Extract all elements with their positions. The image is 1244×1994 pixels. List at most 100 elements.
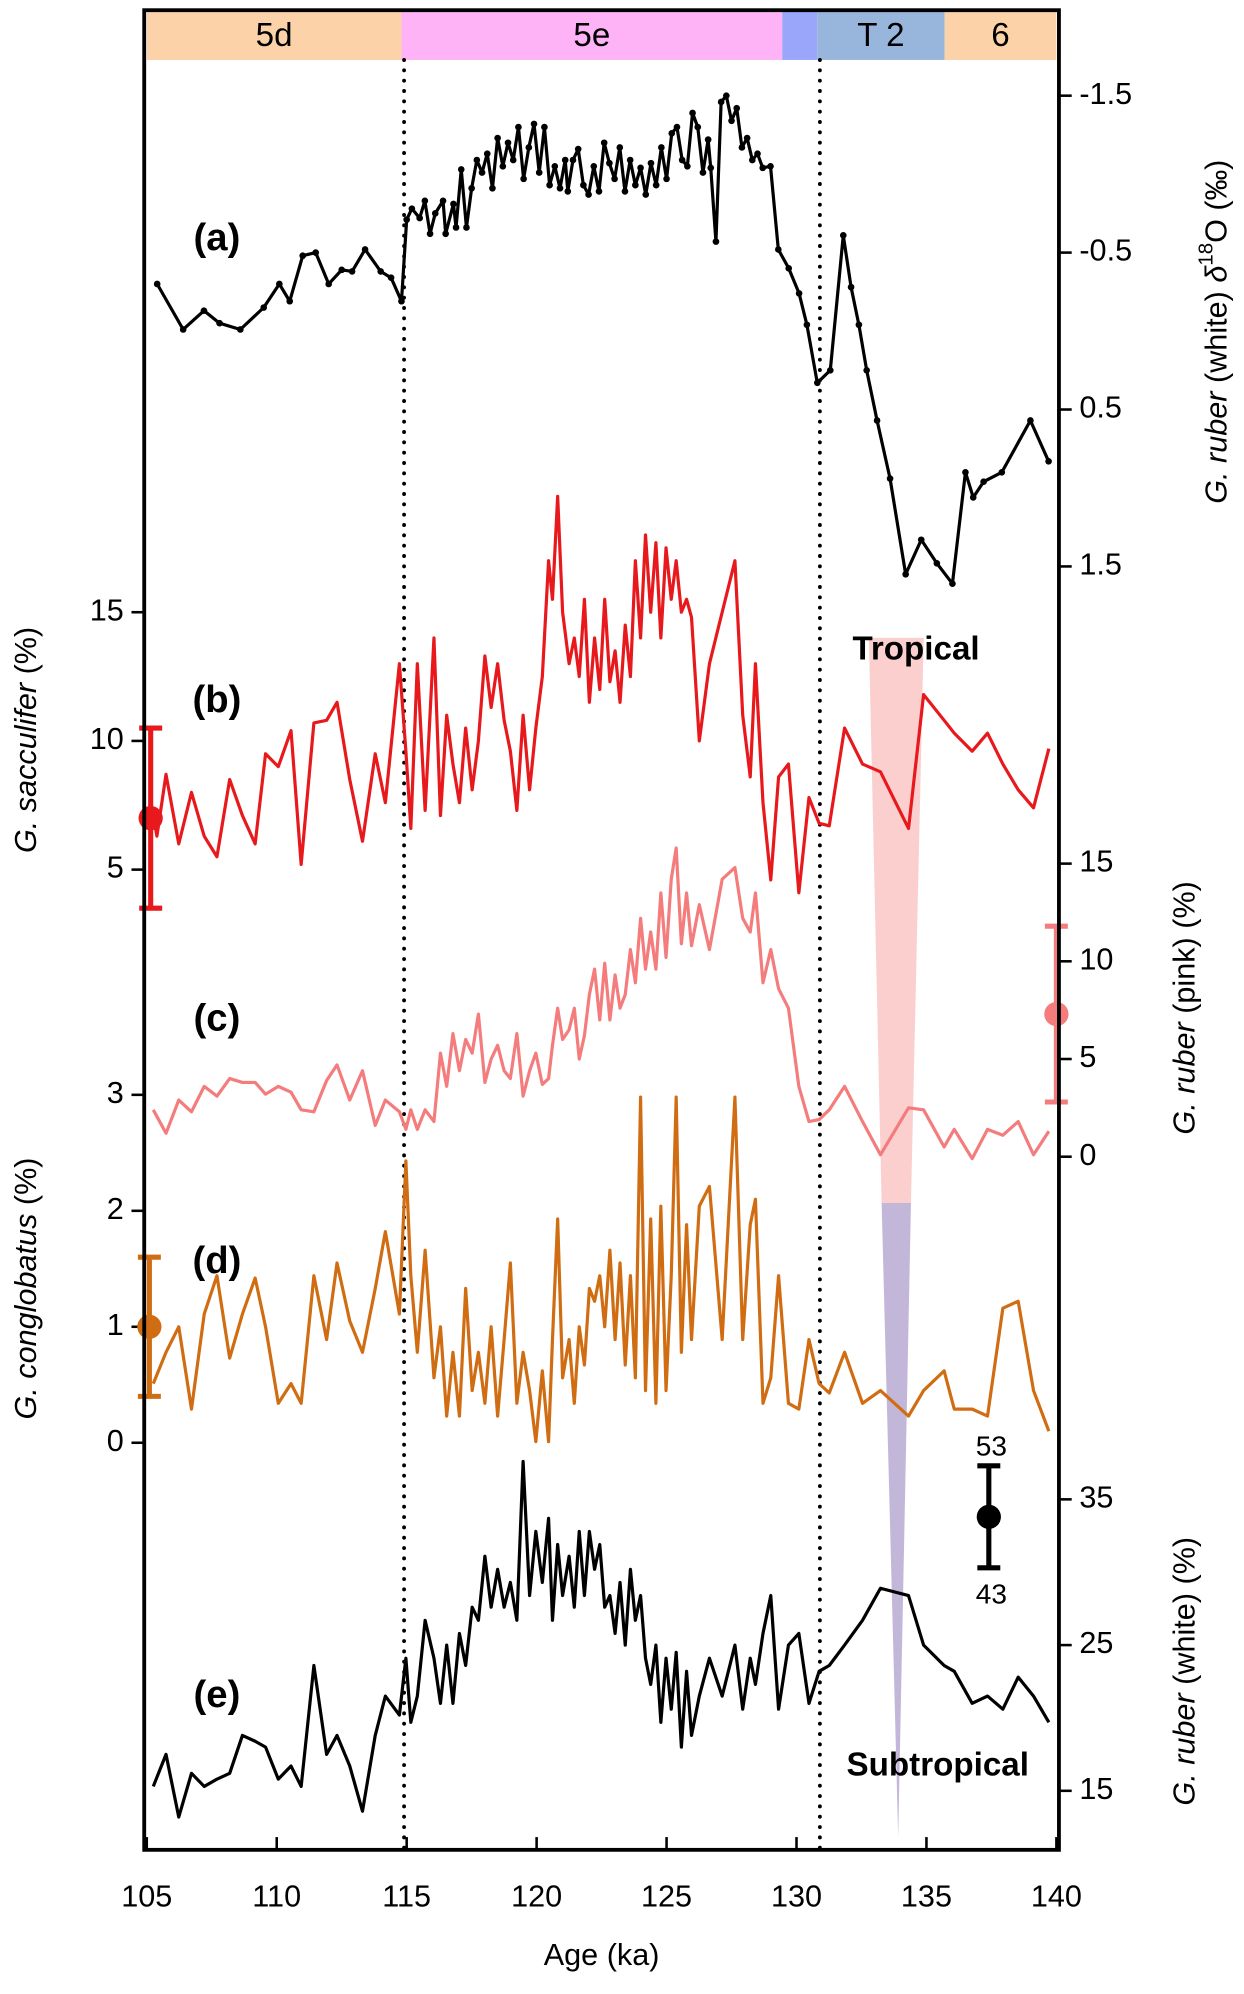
panel-label: (a) bbox=[194, 216, 241, 259]
data-point bbox=[325, 280, 333, 288]
data-point bbox=[431, 210, 439, 217]
data-point bbox=[574, 145, 582, 153]
data-point bbox=[478, 169, 486, 176]
y-axis-label-part: G. sacculifer bbox=[9, 681, 43, 853]
data-point bbox=[535, 169, 543, 176]
data-point bbox=[569, 156, 577, 164]
data-point bbox=[684, 162, 691, 170]
y-tick-label: -0.5 bbox=[1079, 234, 1132, 268]
x-tick-label: 125 bbox=[641, 1879, 692, 1913]
data-point bbox=[403, 216, 410, 223]
data-point bbox=[826, 366, 834, 374]
data-point bbox=[450, 200, 457, 208]
data-point bbox=[387, 274, 395, 282]
data-point bbox=[421, 197, 429, 205]
data-point bbox=[728, 117, 735, 125]
data-point bbox=[312, 249, 320, 256]
stage-band bbox=[817, 10, 945, 60]
data-point bbox=[276, 280, 283, 288]
y-axis-label-part: 18 bbox=[1196, 243, 1218, 266]
data-point bbox=[694, 123, 702, 131]
data-point bbox=[442, 230, 449, 238]
data-point bbox=[962, 468, 969, 476]
data-point bbox=[463, 224, 470, 231]
x-tick-label: 140 bbox=[1031, 1879, 1082, 1913]
y-axis-label-part: G. ruber bbox=[1168, 1020, 1202, 1134]
stage-label: 6 bbox=[991, 17, 1009, 54]
data-point bbox=[494, 134, 501, 142]
data-point bbox=[707, 164, 715, 172]
data-point bbox=[377, 268, 384, 275]
data-point bbox=[286, 297, 294, 305]
data-point bbox=[998, 468, 1006, 476]
y-axis-label-part: (%) bbox=[9, 627, 43, 683]
data-point bbox=[855, 321, 863, 329]
data-point bbox=[917, 536, 925, 544]
data-line bbox=[151, 846, 1051, 1161]
data-point bbox=[561, 156, 569, 164]
data-point bbox=[338, 266, 346, 274]
data-point bbox=[863, 366, 870, 374]
data-point bbox=[785, 264, 793, 272]
panel-label: (c) bbox=[194, 997, 241, 1040]
y-axis-label-part: G. ruber bbox=[1200, 390, 1234, 504]
data-point bbox=[237, 326, 244, 333]
data-point bbox=[723, 92, 730, 99]
y-tick-label: 2 bbox=[107, 1192, 124, 1226]
stage-label: T 2 bbox=[857, 17, 904, 54]
y-axis-label: G. sacculifer (%) bbox=[9, 627, 43, 853]
data-point bbox=[704, 136, 712, 143]
data-point bbox=[580, 181, 587, 189]
data-point bbox=[515, 123, 522, 131]
y-tick-label: 1 bbox=[107, 1308, 124, 1342]
x-tick-label: 120 bbox=[511, 1879, 562, 1913]
data-point bbox=[611, 175, 618, 183]
y-tick-label: 15 bbox=[1079, 1772, 1113, 1806]
y-tick-label: 0 bbox=[107, 1424, 124, 1458]
data-point bbox=[980, 478, 987, 486]
data-point bbox=[733, 104, 741, 112]
data-point bbox=[439, 197, 447, 205]
data-point bbox=[759, 164, 767, 172]
data-point bbox=[652, 181, 660, 189]
y-axis-label: G. ruber (white) δ18O (‰) bbox=[1196, 160, 1234, 504]
data-point bbox=[499, 162, 507, 170]
data-point bbox=[348, 268, 356, 275]
y-tick-label: 15 bbox=[90, 593, 124, 627]
data-point bbox=[483, 150, 491, 158]
data-point bbox=[642, 191, 650, 198]
y-axis-label-part: δ bbox=[1200, 265, 1234, 283]
plot-frame bbox=[142, 8, 1061, 1852]
annotation: Subtropical bbox=[847, 1747, 1029, 1784]
data-point bbox=[902, 570, 909, 578]
error-point bbox=[138, 806, 163, 831]
data-point bbox=[1045, 457, 1052, 465]
annotation: 43 bbox=[976, 1578, 1007, 1609]
data-point bbox=[546, 181, 553, 189]
y-axis-label-part: G. conglobatus bbox=[9, 1214, 43, 1420]
stage-band bbox=[782, 10, 818, 60]
y-axis-label: G. conglobatus (%) bbox=[9, 1158, 43, 1420]
data-point bbox=[754, 150, 761, 158]
y-tick-label: 35 bbox=[1079, 1480, 1113, 1514]
data-point bbox=[663, 175, 670, 183]
data-point bbox=[717, 98, 725, 106]
data-point bbox=[616, 144, 624, 151]
data-point bbox=[489, 184, 496, 192]
data-point bbox=[595, 188, 603, 195]
y-axis-label-part: (%) bbox=[9, 1158, 43, 1214]
data-line bbox=[155, 94, 1051, 586]
data-point bbox=[626, 156, 634, 164]
y-tick-label: 10 bbox=[1079, 942, 1113, 976]
y-tick-label: 0 bbox=[1079, 1138, 1096, 1172]
data-point bbox=[673, 123, 681, 131]
y-tick-label: 25 bbox=[1079, 1626, 1113, 1660]
data-point bbox=[847, 283, 855, 291]
data-point bbox=[658, 144, 665, 151]
data-point bbox=[520, 175, 527, 183]
data-point bbox=[712, 238, 720, 245]
y-tick-label: 1.5 bbox=[1079, 548, 1122, 582]
y-axis-label-part: (pink) (%) bbox=[1168, 881, 1202, 1022]
